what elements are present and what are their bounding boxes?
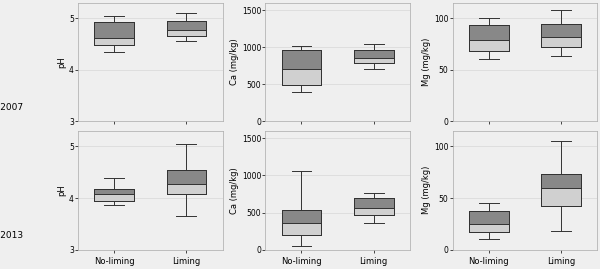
Bar <box>281 210 322 235</box>
Bar <box>281 50 322 69</box>
Y-axis label: pH: pH <box>57 185 66 196</box>
Y-axis label: Mg (mg/kg): Mg (mg/kg) <box>422 166 431 214</box>
Y-axis label: Ca (mg/kg): Ca (mg/kg) <box>230 167 239 214</box>
Bar <box>167 21 206 36</box>
Bar <box>469 224 509 232</box>
Bar <box>541 24 581 37</box>
Bar <box>541 24 581 47</box>
Bar <box>281 50 322 85</box>
Bar <box>469 26 509 40</box>
Bar <box>541 174 581 188</box>
Bar <box>94 22 134 38</box>
Bar <box>354 50 394 58</box>
Bar <box>541 37 581 47</box>
Text: Spring 2007: Spring 2007 <box>0 102 23 112</box>
Bar <box>469 211 509 232</box>
Y-axis label: Mg (mg/kg): Mg (mg/kg) <box>422 38 431 86</box>
Bar <box>167 30 206 36</box>
Y-axis label: pH: pH <box>57 56 66 68</box>
Bar <box>281 210 322 223</box>
Y-axis label: Ca (mg/kg): Ca (mg/kg) <box>230 39 239 86</box>
Bar <box>167 184 206 194</box>
Bar <box>541 188 581 206</box>
Bar <box>354 199 394 208</box>
Bar <box>94 38 134 45</box>
Bar <box>354 208 394 215</box>
Bar <box>167 21 206 30</box>
Bar <box>354 50 394 63</box>
Bar <box>469 40 509 51</box>
Bar <box>94 189 134 194</box>
Bar <box>281 223 322 235</box>
Bar <box>167 170 206 194</box>
Bar <box>541 174 581 206</box>
Bar <box>94 22 134 45</box>
Bar <box>167 170 206 184</box>
Bar <box>354 58 394 63</box>
Text: Summer 2013: Summer 2013 <box>0 231 23 240</box>
Bar <box>94 189 134 201</box>
Bar <box>94 194 134 201</box>
Bar <box>469 211 509 224</box>
Bar <box>281 69 322 85</box>
Bar <box>354 199 394 215</box>
Bar <box>469 26 509 51</box>
